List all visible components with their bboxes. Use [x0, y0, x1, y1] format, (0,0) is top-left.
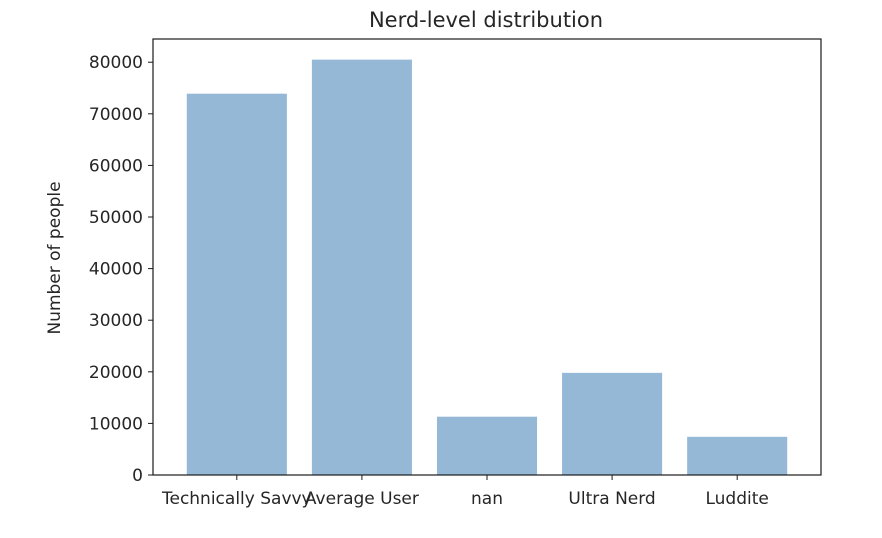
bars-group — [186, 59, 788, 476]
y-tick-label: 0 — [132, 466, 143, 486]
x-tick-label: Average User — [305, 489, 419, 509]
x-tick-label: Technically Savvy — [161, 489, 312, 509]
bar-technically-savvy — [186, 93, 287, 476]
y-tick-label: 20000 — [89, 363, 143, 383]
y-tick-label: 70000 — [89, 105, 143, 125]
y-axis-title: Number of people — [45, 181, 65, 334]
x-tick-label: Luddite — [705, 489, 768, 509]
y-tick-label: 60000 — [89, 156, 143, 176]
x-tick-label: nan — [471, 489, 503, 509]
y-tick-label: 50000 — [89, 208, 143, 228]
bar-luddite — [687, 436, 788, 475]
y-tick-label: 30000 — [89, 311, 143, 331]
plot-frame — [152, 38, 822, 476]
y-tick-label: 10000 — [89, 414, 143, 434]
bar-average-user — [311, 59, 412, 476]
y-axis: 0 10000 20000 30000 40000 50000 60000 70000 8000… — [89, 53, 153, 486]
x-tick-label: Ultra Nerd — [568, 489, 655, 509]
bar-ultra-nerd — [562, 372, 663, 475]
chart-title: Nerd-level distribution — [369, 8, 603, 32]
y-tick-label: 40000 — [89, 260, 143, 280]
bar-nan — [436, 416, 538, 475]
y-tick-label: 80000 — [89, 53, 143, 73]
